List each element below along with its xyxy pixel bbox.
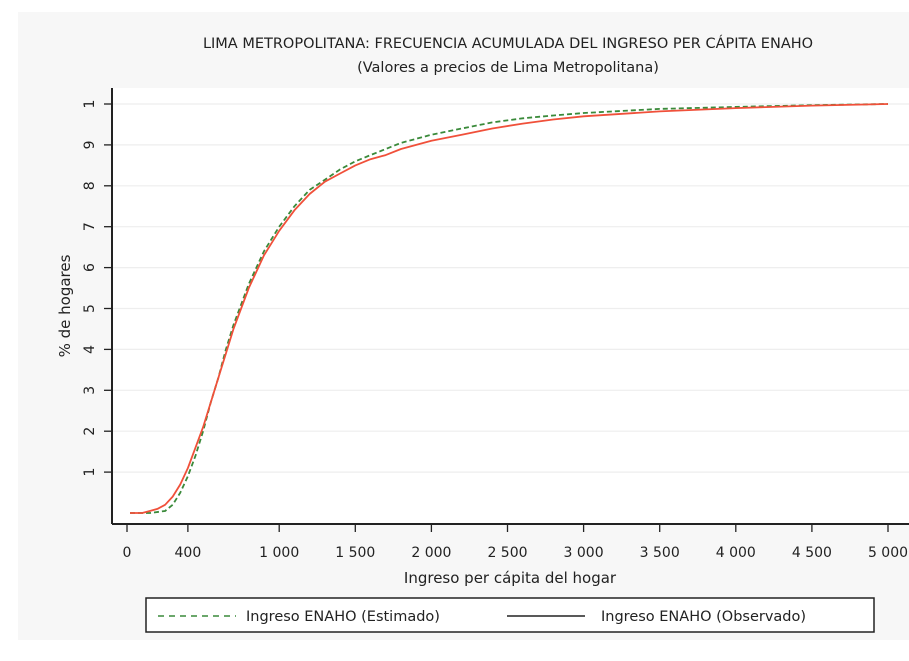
x-tick-label: 1 000 [259, 545, 299, 561]
legend-label-estimado: Ingreso ENAHO (Estimado) [246, 609, 440, 625]
series-group [130, 103, 889, 514]
x-tick-label: 0 [123, 545, 132, 561]
y-ticks: 1 2 3 4 5 6 7 8 9 1 [82, 100, 112, 477]
x-tick-label: 2 500 [487, 545, 527, 561]
x-axis-title: Ingreso per cápita del hogar [404, 569, 617, 587]
series-line-observado [130, 103, 889, 514]
y-tick-label: 2 [82, 427, 98, 436]
grid-lines [113, 103, 909, 473]
y-tick-label: 4 [82, 345, 98, 354]
y-tick-label: 1 [82, 468, 98, 477]
y-tick-label: 7 [82, 222, 98, 231]
x-tick-label: 5 000 [868, 545, 908, 561]
legend-label-observado: Ingreso ENAHO (Observado) [601, 609, 806, 625]
x-tick-label: 1 500 [335, 545, 375, 561]
x-ticks: 0 400 1 000 1 500 2 000 2 500 3 000 3 500 4 000 4… [123, 524, 908, 561]
x-tick-label: 400 [175, 545, 202, 561]
y-tick-label: 8 [82, 181, 98, 190]
x-tick-label: 3 000 [564, 545, 604, 561]
y-tick-label: 3 [82, 386, 98, 395]
y-tick-label: 5 [82, 304, 98, 313]
x-tick-label: 2 000 [411, 545, 451, 561]
y-tick-label: 1 [82, 100, 98, 109]
y-tick-label: 9 [82, 140, 98, 149]
chart-title: LIMA METROPOLITANA: FRECUENCIA ACUMULADA… [203, 35, 813, 52]
x-tick-label: 3 500 [640, 545, 680, 561]
series-line-estimado [130, 103, 889, 514]
legend: Ingreso ENAHO (Estimado) Ingreso ENAHO (… [145, 597, 875, 633]
x-tick-label: 4 500 [792, 545, 832, 561]
x-tick-label: 4 000 [716, 545, 756, 561]
legend-box [145, 597, 875, 633]
plot-area [112, 88, 909, 525]
chart-subtitle: (Valores a precios de Lima Metropolitana… [357, 60, 659, 76]
y-axis-title: % de hogares [56, 254, 74, 357]
y-tick-label: 6 [82, 263, 98, 272]
